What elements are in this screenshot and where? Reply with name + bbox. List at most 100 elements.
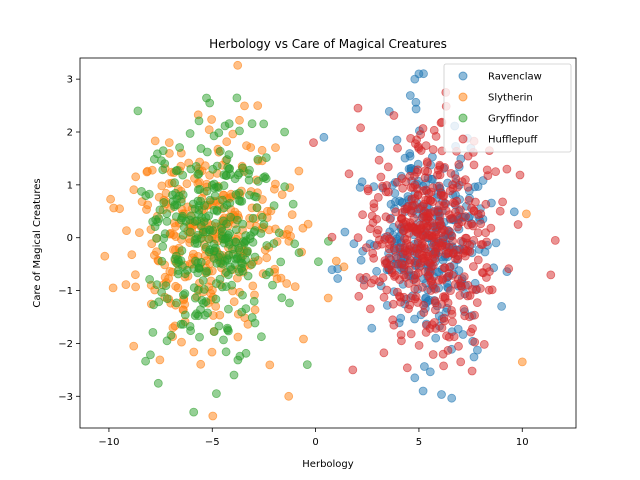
point-slytherin (129, 185, 139, 195)
point-gryffindor (190, 293, 200, 303)
point-ravenclaw (472, 345, 482, 355)
point-hufflepuff (433, 170, 442, 180)
point-ravenclaw (396, 313, 406, 323)
legend-marker-ravenclaw (458, 71, 468, 81)
point-gryffindor (220, 256, 230, 266)
point-gryffindor (221, 347, 231, 357)
point-gryffindor (194, 201, 204, 211)
point-hufflepuff (446, 286, 455, 296)
point-slytherin (143, 200, 153, 210)
point-gryffindor (170, 178, 180, 188)
point-gryffindor (189, 407, 199, 417)
point-hufflepuff (483, 171, 493, 181)
point-hufflepuff (419, 256, 429, 266)
point-gryffindor (280, 127, 290, 137)
point-hufflepuff (423, 271, 433, 281)
point-hufflepuff (441, 249, 451, 259)
point-gryffindor (250, 252, 260, 262)
point-hufflepuff (327, 232, 337, 242)
point-hufflepuff (402, 235, 412, 245)
point-hufflepuff (373, 192, 383, 202)
point-hufflepuff (447, 309, 457, 319)
point-hufflepuff (450, 279, 460, 289)
point-gryffindor (178, 230, 188, 240)
point-hufflepuff (396, 330, 406, 340)
point-gryffindor (152, 233, 161, 243)
point-gryffindor (175, 143, 185, 152)
point-ravenclaw (469, 352, 479, 362)
point-ravenclaw (447, 393, 457, 403)
legend: Ravenclaw Slytherin Gryffindor Hufflepuff (443, 63, 572, 153)
point-gryffindor (235, 126, 244, 136)
point-gryffindor (195, 184, 205, 194)
point-slytherin (121, 280, 131, 290)
point-hufflepuff (422, 157, 432, 167)
point-hufflepuff (437, 323, 447, 333)
point-hufflepuff (469, 160, 479, 170)
point-hufflepuff (395, 292, 405, 302)
point-ravenclaw (411, 97, 421, 107)
point-gryffindor (257, 212, 267, 222)
point-slytherin (270, 179, 280, 189)
x-tick-label: 5 (416, 437, 422, 448)
point-gryffindor (158, 242, 168, 251)
point-gryffindor (214, 321, 224, 331)
point-slytherin (122, 226, 131, 236)
point-hufflepuff (413, 190, 423, 200)
point-slytherin (331, 256, 341, 266)
point-slytherin (262, 253, 272, 263)
point-gryffindor (247, 259, 257, 269)
point-hufflepuff (437, 240, 447, 250)
point-hufflepuff (398, 183, 408, 193)
point-gryffindor (186, 211, 196, 221)
point-hufflepuff (379, 348, 389, 358)
point-ravenclaw (473, 182, 483, 191)
point-hufflepuff (515, 170, 525, 180)
point-hufflepuff (400, 204, 410, 214)
point-hufflepuff (427, 232, 437, 242)
point-gryffindor (208, 226, 218, 236)
point-slytherin (211, 301, 221, 311)
y-tick-label: 0 (67, 233, 73, 244)
point-gryffindor (238, 290, 247, 300)
point-hufflepuff (419, 241, 429, 251)
point-hufflepuff (446, 168, 456, 178)
point-ravenclaw (410, 373, 420, 383)
point-hufflepuff (354, 291, 364, 301)
point-hufflepuff (353, 103, 363, 113)
point-hufflepuff (416, 130, 426, 139)
point-gryffindor (222, 323, 232, 333)
point-hufflepuff (550, 235, 560, 245)
point-gryffindor (253, 154, 263, 164)
point-slytherin (196, 359, 206, 369)
point-slytherin (271, 143, 280, 153)
legend-label-ravenclaw: Ravenclaw (488, 72, 542, 83)
point-ravenclaw (497, 301, 507, 311)
point-hufflepuff (386, 261, 395, 270)
point-hufflepuff (473, 228, 483, 238)
point-ravenclaw (425, 367, 435, 377)
point-gryffindor (180, 310, 190, 320)
point-ravenclaw (431, 333, 441, 343)
point-gryffindor (176, 319, 186, 329)
y-axis: −3 −2 −1 0 1 2 3 (58, 75, 80, 403)
point-hufflepuff (470, 337, 480, 347)
point-slytherin (257, 145, 267, 155)
point-hufflepuff (449, 332, 459, 342)
point-gryffindor (269, 239, 279, 248)
point-gryffindor (196, 144, 206, 153)
point-slytherin (323, 293, 333, 303)
point-slytherin (229, 297, 239, 307)
point-hufflepuff (414, 204, 424, 214)
point-hufflepuff (439, 361, 449, 371)
point-hufflepuff (378, 181, 387, 191)
point-gryffindor (244, 169, 253, 179)
point-hufflepuff (463, 151, 473, 161)
point-slytherin (207, 347, 217, 357)
point-gryffindor (211, 389, 221, 399)
y-tick-label: 3 (67, 75, 73, 86)
point-hufflepuff (344, 169, 354, 179)
legend-marker-hufflepuff (458, 134, 468, 144)
point-hufflepuff (410, 258, 420, 268)
